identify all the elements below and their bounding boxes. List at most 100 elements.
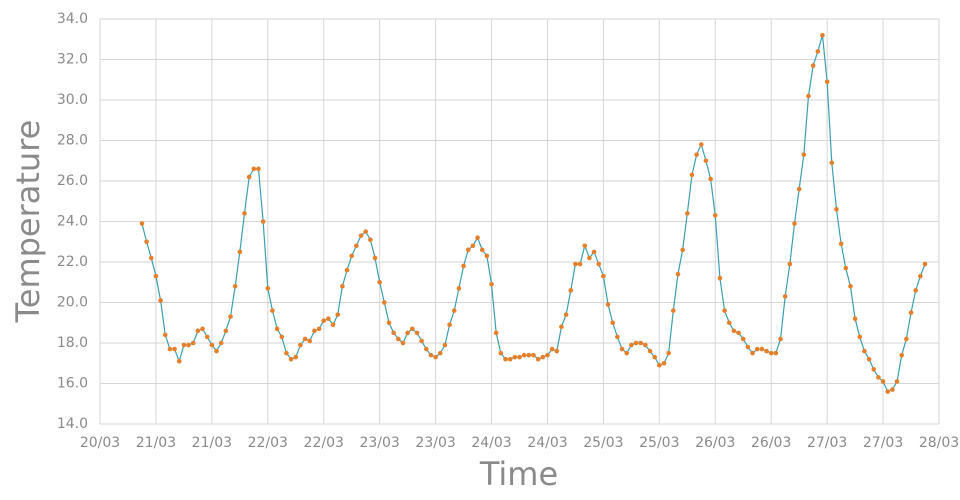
point — [587, 255, 592, 261]
point — [489, 281, 494, 287]
point — [806, 93, 811, 99]
point — [232, 284, 238, 289]
point — [349, 253, 355, 259]
point — [866, 356, 872, 362]
point — [601, 273, 606, 279]
point — [405, 330, 410, 336]
point — [703, 158, 709, 164]
point — [754, 346, 760, 352]
point — [824, 79, 830, 85]
point — [680, 247, 685, 253]
point — [652, 354, 657, 360]
point — [792, 221, 797, 226]
point — [461, 263, 466, 269]
x-tick-label: 23/03 — [415, 435, 455, 451]
y-tick-label: 22.0 — [57, 254, 88, 270]
x-tick-label: 28/03 — [919, 435, 959, 451]
point — [442, 342, 448, 348]
point — [838, 241, 844, 247]
point — [228, 314, 233, 319]
point — [256, 166, 261, 172]
point — [451, 308, 457, 313]
x-axis-title: Time — [479, 455, 558, 493]
point — [661, 360, 667, 366]
point — [396, 336, 401, 342]
point — [545, 352, 550, 358]
point — [521, 352, 527, 358]
x-tick-label: 21/03 — [192, 435, 232, 451]
point — [862, 348, 867, 354]
point — [815, 49, 821, 54]
point — [181, 342, 187, 348]
point — [260, 219, 266, 224]
point — [717, 275, 723, 281]
point — [190, 340, 196, 346]
x-tick-label: 25/03 — [639, 435, 679, 451]
x-tick-label: 26/03 — [751, 435, 791, 451]
point — [787, 261, 793, 267]
point — [391, 330, 396, 336]
point — [493, 330, 499, 336]
point — [298, 342, 303, 348]
x-tick-label: 24/03 — [471, 435, 511, 451]
point — [503, 356, 508, 362]
point — [200, 326, 205, 332]
point — [195, 328, 201, 334]
point — [456, 286, 462, 291]
point — [237, 249, 243, 255]
point — [740, 336, 746, 342]
point — [549, 346, 555, 352]
point — [759, 346, 765, 352]
point — [629, 342, 634, 348]
point — [843, 265, 849, 271]
point — [316, 326, 322, 332]
y-tick-label: 14.0 — [57, 416, 88, 432]
point — [605, 302, 611, 307]
point — [885, 389, 891, 394]
point — [209, 342, 215, 348]
point — [423, 346, 429, 352]
point — [559, 324, 564, 330]
point — [848, 284, 853, 289]
point — [218, 340, 224, 346]
y-tick-label: 26.0 — [57, 173, 88, 189]
y-axis-title: Temperature — [9, 120, 47, 324]
point — [302, 336, 308, 342]
point — [726, 320, 732, 326]
point — [596, 261, 602, 267]
point — [615, 334, 620, 340]
point — [186, 342, 191, 348]
point — [321, 318, 327, 324]
point — [484, 253, 490, 259]
point — [288, 356, 294, 362]
point — [773, 350, 779, 356]
point — [778, 336, 783, 342]
point — [326, 316, 331, 322]
y-tick-label: 18.0 — [57, 335, 88, 351]
point — [340, 284, 345, 289]
point — [745, 344, 751, 350]
point — [312, 328, 317, 334]
point — [368, 237, 373, 243]
point — [801, 152, 807, 157]
point — [526, 352, 532, 358]
point — [265, 286, 271, 291]
point — [386, 320, 392, 326]
point — [307, 338, 313, 344]
point — [708, 176, 713, 182]
point — [363, 229, 368, 234]
point — [507, 356, 513, 362]
line — [141, 35, 926, 393]
point — [223, 328, 229, 334]
x-tick-label: 21/03 — [136, 435, 176, 451]
point — [246, 174, 252, 180]
point — [540, 354, 546, 360]
point — [475, 235, 480, 240]
y-tick-label: 16.0 — [57, 376, 88, 392]
point — [172, 346, 177, 352]
point — [624, 350, 630, 356]
point — [904, 336, 909, 342]
point — [377, 279, 382, 285]
point — [419, 338, 424, 344]
